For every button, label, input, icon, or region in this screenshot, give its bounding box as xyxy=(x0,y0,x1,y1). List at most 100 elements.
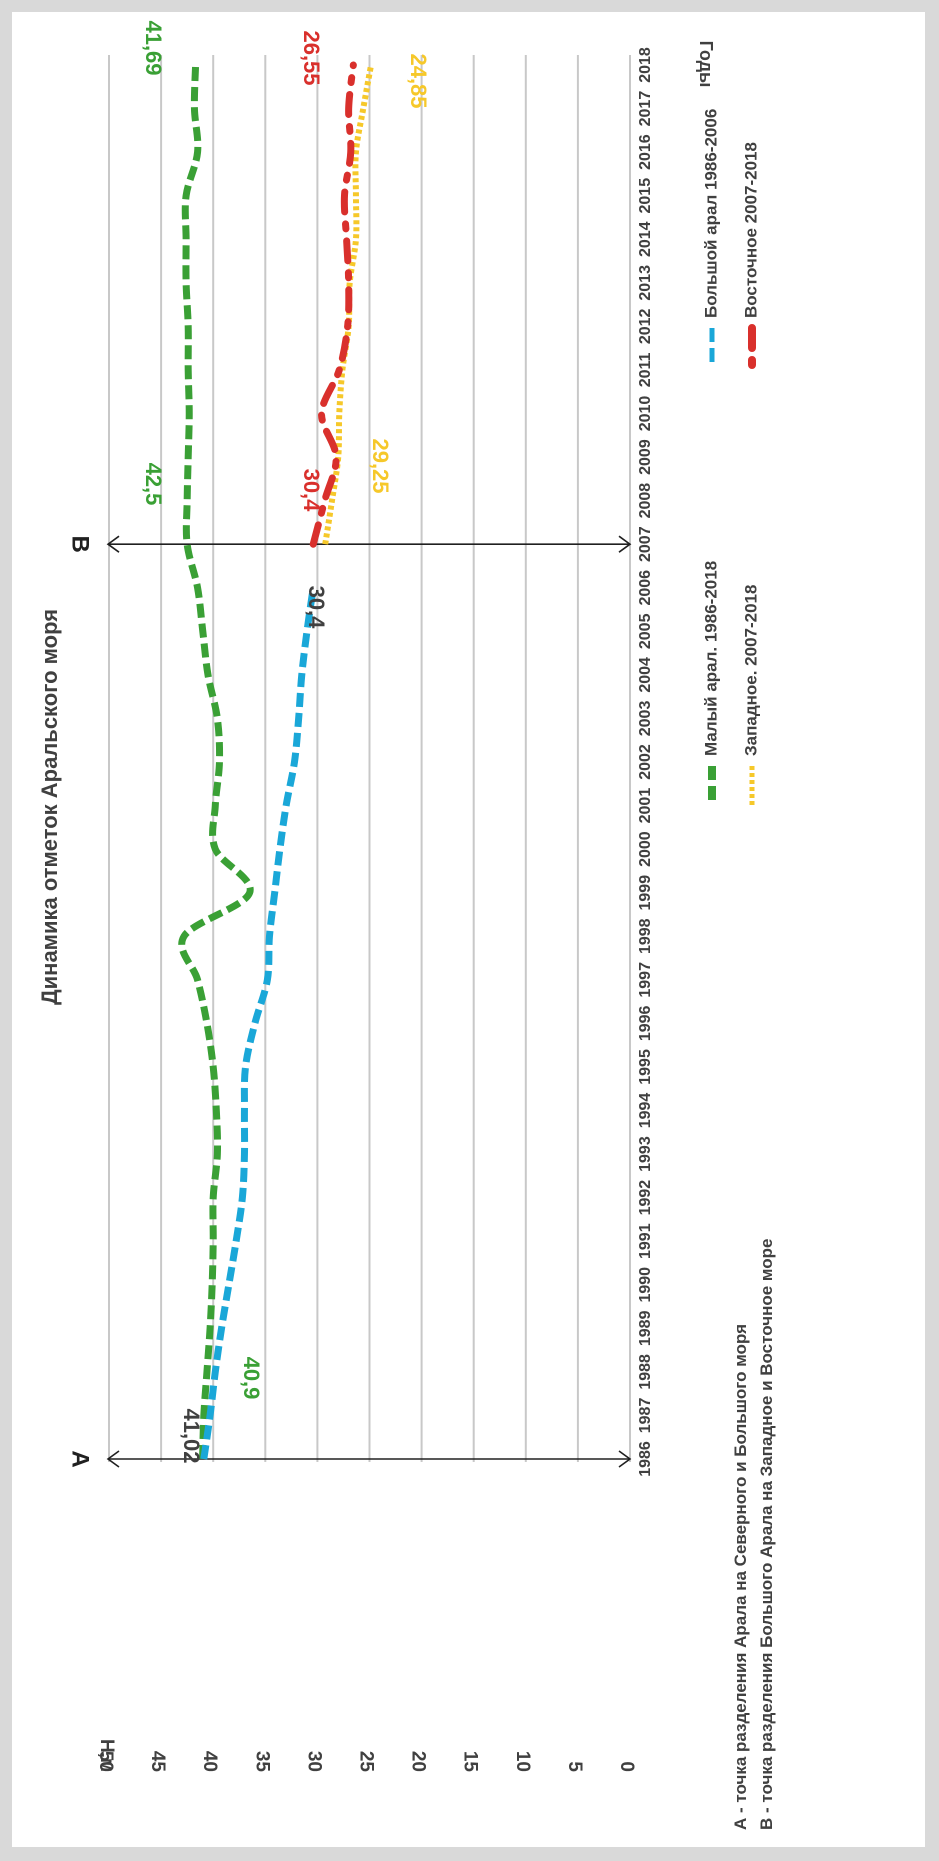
x-tick-label: 2008 xyxy=(637,483,654,519)
y-tick-label: 25 xyxy=(356,1751,377,1773)
legend-label-2: Западное. 2007-2018 xyxy=(741,585,760,756)
x-tick-label: 2006 xyxy=(637,570,654,606)
data-point xyxy=(187,500,188,501)
marker-arrowhead-left-B xyxy=(106,535,120,553)
data-point xyxy=(197,152,198,153)
data-point xyxy=(206,1371,207,1372)
x-tick-label: 2018 xyxy=(637,47,654,83)
x-tick-label: 2015 xyxy=(637,178,654,214)
x-axis-title: Годы xyxy=(696,41,716,88)
data-point xyxy=(349,282,350,283)
data-point xyxy=(186,282,187,283)
data-point xyxy=(321,413,322,414)
data-point xyxy=(325,544,326,545)
data-point xyxy=(254,1023,255,1024)
data-point xyxy=(355,195,356,196)
legend-label-1: Большой арал 1986-2006 xyxy=(701,109,720,318)
data-point xyxy=(363,108,364,109)
data-point xyxy=(306,631,307,632)
x-tick-label: 2011 xyxy=(637,352,654,387)
x-tick-label: 2003 xyxy=(637,701,654,737)
y-tick-label: 45 xyxy=(147,1751,168,1773)
data-point xyxy=(221,1328,222,1329)
data-point xyxy=(202,631,203,632)
chart-panel: 0 5 10 15 20 25 30 35 40 45 50 1986 1987 1988 1989 1990… xyxy=(12,12,925,1847)
data-point xyxy=(353,65,354,66)
y-tick-label: 5 xyxy=(564,1761,585,1772)
data-point xyxy=(339,369,340,370)
x-tick-label: 2000 xyxy=(637,831,654,867)
x-tick-label: 2010 xyxy=(637,396,654,432)
data-point xyxy=(206,1023,207,1024)
data-point xyxy=(186,195,187,196)
data-point xyxy=(184,936,185,937)
x-tick-label: 2009 xyxy=(637,439,654,475)
x-tick-label: 1996 xyxy=(637,1005,654,1041)
x-tick-label: 1995 xyxy=(637,1049,654,1085)
data-point xyxy=(215,849,216,850)
x-tick-label: 2013 xyxy=(637,265,654,301)
data-point xyxy=(188,369,189,370)
data-point xyxy=(219,762,220,763)
x-tick-label: 2016 xyxy=(637,134,654,170)
data-point xyxy=(371,65,372,66)
x-tick-label: 1998 xyxy=(637,918,654,954)
data-label: 41,69 xyxy=(141,20,166,75)
data-point xyxy=(217,718,218,719)
x-tick-label: 1990 xyxy=(637,1267,654,1303)
y-axis-title: Н,м xyxy=(96,1739,117,1772)
data-point xyxy=(215,1371,216,1372)
data-point xyxy=(215,805,216,806)
y-tick-label: 40 xyxy=(199,1751,220,1772)
data-point xyxy=(244,1110,245,1111)
data-point xyxy=(336,457,337,458)
data-point xyxy=(350,152,351,153)
y-tick-label: 10 xyxy=(512,1751,533,1772)
series-line-0 xyxy=(178,64,254,1460)
data-point xyxy=(338,457,339,458)
x-tick-label: 2001 xyxy=(637,788,654,824)
data-point xyxy=(210,1328,211,1329)
note-0: А - точка разделения Арала на Северного … xyxy=(731,1324,750,1830)
data-point xyxy=(274,892,275,893)
marker-arrowhead-right-A xyxy=(618,1450,632,1468)
x-tick-label: 1997 xyxy=(637,962,654,998)
data-point xyxy=(245,1066,246,1067)
x-tick-label: 2002 xyxy=(637,744,654,780)
data-point xyxy=(279,849,280,850)
data-label: 30,4 xyxy=(299,469,324,513)
x-tick-label: 1989 xyxy=(637,1310,654,1346)
data-point xyxy=(331,500,332,501)
series-line-1 xyxy=(200,587,317,1460)
data-point xyxy=(346,239,347,240)
marker-label-A: A xyxy=(67,1450,94,1467)
data-point xyxy=(244,1154,245,1155)
aral-sea-chart: 0 5 10 15 20 25 30 35 40 45 50 1986 1987 1988 1989 1990… xyxy=(37,20,776,1830)
x-tick-label: 2004 xyxy=(637,657,654,693)
data-point xyxy=(213,1066,214,1067)
data-point xyxy=(213,1241,214,1242)
data-point xyxy=(213,1197,214,1198)
data-point xyxy=(286,805,287,806)
x-tick-label: 1992 xyxy=(637,1180,654,1216)
x-tick-label: 2007 xyxy=(637,526,654,562)
data-point xyxy=(242,1197,243,1198)
data-point xyxy=(269,936,270,937)
data-point xyxy=(236,1241,237,1242)
legend-label-3: Восточное 2007-2018 xyxy=(741,142,760,318)
marker-arrowhead-right-B xyxy=(618,535,632,553)
data-label: 42,5 xyxy=(141,463,166,506)
legend-label-0: Малый арал. 1986-2018 xyxy=(701,561,720,756)
data-label: 29,25 xyxy=(368,438,393,493)
data-point xyxy=(188,457,189,458)
data-point xyxy=(294,762,295,763)
x-tick-label: 2014 xyxy=(637,221,654,257)
data-point xyxy=(347,326,348,327)
data-point xyxy=(197,979,198,980)
data-point xyxy=(267,979,268,980)
data-point xyxy=(194,108,195,109)
y-tick-label: 15 xyxy=(460,1751,481,1773)
data-point xyxy=(189,413,190,414)
data-label: 41,02 xyxy=(179,1408,204,1463)
